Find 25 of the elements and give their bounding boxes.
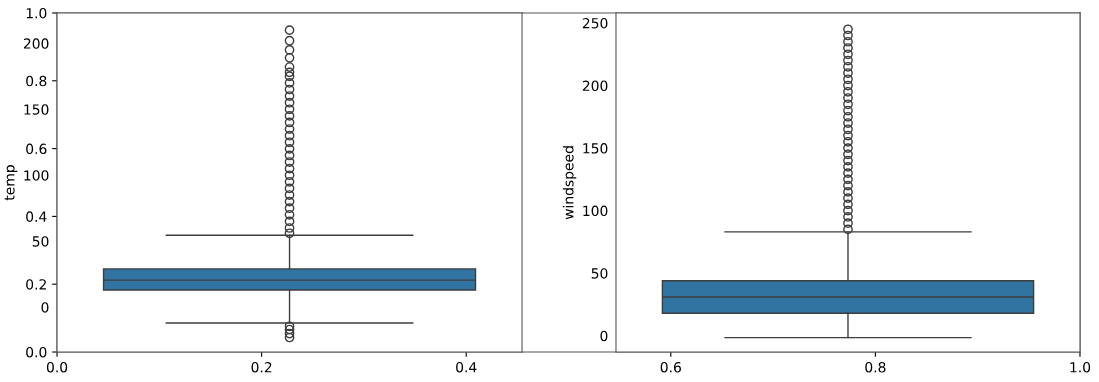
y-tick-label: 150	[24, 104, 49, 115]
y-axis-title: windspeed	[562, 146, 577, 220]
y-axis-title: temp	[4, 165, 18, 201]
x-tick-label: 0.8	[865, 361, 886, 373]
x-tick-label: 0.6	[660, 361, 681, 373]
y-tick-label: 200	[582, 80, 608, 92]
y-tick-label: 200	[23, 38, 49, 49]
y-tick-label: 250	[582, 17, 608, 29]
y-tick-label: 1.0	[26, 7, 47, 19]
x-tick-label: 0.4	[456, 361, 477, 373]
y-tick-label: 100	[24, 170, 49, 181]
y-tick-label: 0	[600, 330, 608, 342]
x-tick-label: 1.0	[1070, 361, 1091, 373]
y-tick-label: 50	[591, 268, 608, 279]
y-tick-label: 150	[583, 143, 608, 154]
y-tick-label: 0	[41, 302, 49, 313]
y-tick-label: 0.2	[26, 279, 46, 290]
y-tick-label: 0.4	[26, 211, 47, 222]
x-tick-label: 0.2	[251, 361, 272, 373]
y-tick-label: 100	[583, 205, 608, 217]
y-tick-label: 50	[32, 236, 49, 247]
x-tick-label: 0.0	[46, 361, 68, 373]
y-tick-label: 0.0	[26, 346, 47, 358]
y-tick-label: 0.6	[26, 143, 47, 155]
y-tick-label: 0.8	[26, 75, 47, 87]
